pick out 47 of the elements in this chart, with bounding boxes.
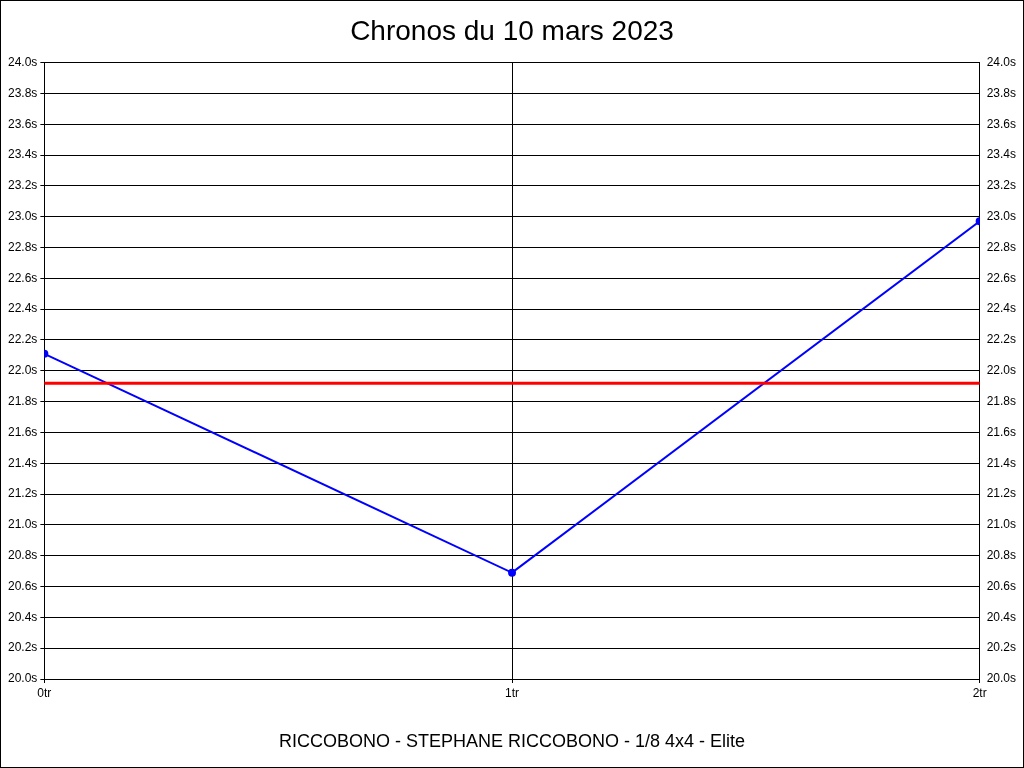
x-tick-label: 2tr: [972, 685, 987, 700]
y2-tick-label: 21.0s: [986, 517, 1016, 532]
y2-tick-label: 20.4s: [986, 609, 1016, 624]
y-tick-label: 20.2s: [8, 640, 38, 655]
y2-tick-label: 21.6s: [986, 424, 1016, 439]
y-tick-label: 22.0s: [8, 363, 38, 378]
y-tick-label: 23.2s: [8, 178, 38, 193]
y-tick-label: 23.6s: [8, 116, 38, 131]
y-tick-label: 21.2s: [8, 486, 38, 501]
y-tick-label: 22.8s: [8, 239, 38, 254]
y-tick-label: 21.8s: [8, 393, 38, 408]
x-tick-label: 0tr: [37, 685, 52, 700]
y2-tick-label: 20.8s: [986, 548, 1016, 563]
y-tick-label: 23.4s: [8, 147, 38, 162]
chart-title: Chronos du 10 mars 2023: [350, 14, 674, 46]
y2-tick-label: 21.4s: [986, 455, 1016, 470]
y2-tick-label: 22.4s: [986, 301, 1016, 316]
y2-tick-label: 20.6s: [986, 578, 1016, 593]
y2-tick-label: 23.6s: [986, 116, 1016, 131]
y-tick-label: 23.8s: [8, 85, 38, 100]
y2-tick-label: 21.8s: [986, 393, 1016, 408]
y2-tick-label: 22.6s: [986, 270, 1016, 285]
y2-tick-label: 20.0s: [986, 671, 1016, 686]
y2-tick-label: 23.0s: [986, 209, 1016, 224]
y-tick-label: 21.0s: [8, 517, 38, 532]
y-tick-label: 24.0s: [8, 54, 38, 69]
y2-tick-label: 20.2s: [986, 640, 1016, 655]
y-tick-label: 22.4s: [8, 301, 38, 316]
y-tick-label: 23.0s: [8, 209, 38, 224]
y2-tick-label: 22.8s: [986, 239, 1016, 254]
y-tick-label: 22.2s: [8, 332, 38, 347]
y-tick-label: 21.6s: [8, 424, 38, 439]
x-tick-label: 1tr: [504, 685, 520, 700]
x-axis-title: RICCOBONO - STEPHANE RICCOBONO - 1/8 4x4 - Elite: [278, 731, 746, 752]
y2-tick-label: 21.2s: [986, 486, 1016, 501]
y-tick-label: 20.6s: [8, 578, 38, 593]
y2-tick-label: 24.0s: [986, 54, 1016, 69]
y2-tick-label: 23.8s: [986, 85, 1016, 100]
y2-tick-label: 22.0s: [986, 363, 1016, 378]
y-tick-label: 20.4s: [8, 609, 38, 624]
y2-tick-label: 23.2s: [986, 178, 1016, 193]
y-tick-label: 20.8s: [8, 548, 38, 563]
y-tick-label: 20.0s: [8, 671, 38, 686]
y-tick-label: 21.4s: [8, 455, 38, 470]
y-tick-label: 22.6s: [8, 270, 38, 285]
y2-tick-label: 23.4s: [986, 147, 1016, 162]
y2-tick-label: 22.2s: [986, 332, 1016, 347]
